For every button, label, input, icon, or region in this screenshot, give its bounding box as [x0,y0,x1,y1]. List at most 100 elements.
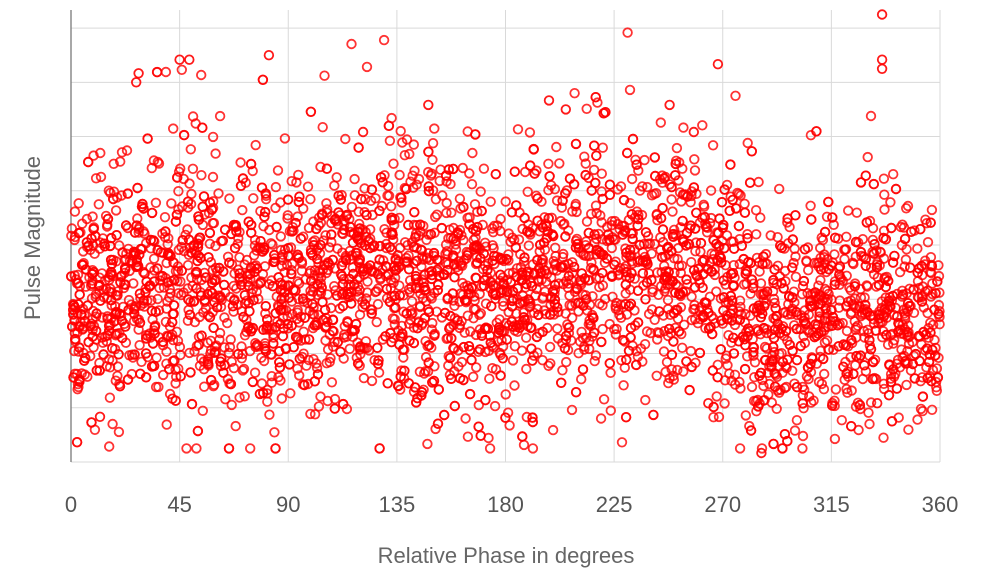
data-point [448,163,459,175]
data-point [90,173,102,184]
data-point [769,368,780,379]
data-points [65,9,945,459]
data-point [410,231,421,243]
data-point [732,187,743,199]
data-point [196,353,207,365]
data-point [610,329,622,340]
data-point [157,336,169,348]
data-point [815,275,826,286]
data-point [423,185,435,197]
data-point [294,370,305,381]
data-point [589,355,600,367]
data-point [863,407,874,418]
data-point [192,255,203,267]
data-point [805,301,817,312]
data-point [368,240,380,251]
data-point [374,443,385,454]
data-point [142,133,153,144]
data-point [473,421,484,432]
data-point [117,247,128,258]
data-point [217,235,229,247]
data-point [258,220,269,232]
data-point [650,170,661,182]
data-point [749,357,761,368]
data-point [878,253,890,264]
data-point [175,371,186,382]
data-point [876,54,888,65]
data-point [409,165,420,177]
data-point [622,147,633,159]
data-point [784,339,795,351]
data-point [338,224,350,236]
data-point [105,269,117,280]
data-point [627,233,638,245]
data-point [241,295,253,307]
data-point [509,166,521,177]
data-point [697,256,708,267]
data-point [568,261,580,273]
data-point [746,274,758,285]
data-point [335,346,346,358]
data-point [243,216,254,227]
data-point [167,393,178,404]
data-point [765,230,776,241]
data-point [354,360,365,372]
data-point [430,194,442,205]
data-point [631,206,643,217]
data-point [466,354,477,366]
data-point [790,271,802,283]
data-point [105,254,117,266]
data-point [186,272,197,283]
data-point [730,203,742,214]
data-point [150,306,161,318]
data-point [129,304,140,315]
data-point [700,221,712,233]
data-point [292,249,303,261]
data-point [580,169,591,181]
data-point [810,287,821,298]
data-point [885,197,896,208]
data-point [195,252,206,264]
data-point [133,324,144,335]
data-point [420,351,432,363]
data-point [716,315,727,326]
data-point [423,340,435,351]
data-point [521,278,532,290]
data-point [921,343,933,354]
data-point [893,326,904,337]
data-point [502,407,514,418]
data-point [718,305,729,316]
data-point [804,391,815,402]
data-point [159,211,171,223]
data-point [445,178,456,190]
data-point [827,212,838,223]
data-point [789,425,801,436]
data-point [337,278,349,290]
data-point [756,447,767,459]
data-point [69,206,81,217]
data-point [74,342,85,353]
data-point [260,193,272,205]
data-point [342,317,353,328]
x-tick-label: 225 [596,492,633,517]
data-point [917,405,928,417]
data-point [772,318,783,329]
data-point [495,252,506,264]
data-point [298,231,309,242]
data-point [385,274,397,286]
data-point [374,205,385,217]
data-point [248,294,259,306]
data-point [678,366,689,377]
data-point [637,181,648,192]
data-point [719,184,730,195]
data-point [94,365,105,376]
data-point [570,138,582,150]
data-point [855,246,867,258]
data-point [790,251,801,262]
data-point [805,295,816,307]
data-point [110,205,122,216]
data-point [776,242,788,254]
data-point [474,344,486,355]
data-point [843,205,854,216]
data-point [543,213,554,224]
